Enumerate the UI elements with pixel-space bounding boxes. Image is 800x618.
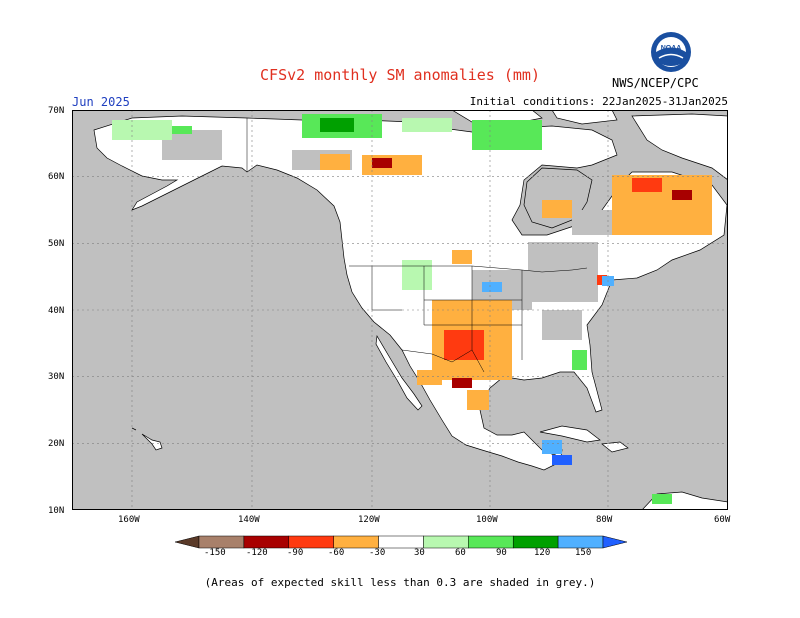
lat-label: 20N [48, 439, 65, 449]
agency-label: NWS/NCEP/CPC [612, 76, 699, 90]
colorbar-label: -60 [328, 548, 345, 558]
initial-conditions: Initial conditions: 22Jan2025-31Jan2025 [469, 95, 728, 108]
colorbar-cells [175, 535, 627, 549]
colorbar-label: 60 [455, 548, 466, 558]
lat-label: 50N [48, 239, 65, 249]
colorbar-label: -150 [204, 548, 226, 558]
forecast-month: Jun 2025 [72, 95, 130, 109]
lat-label: 30N [48, 372, 65, 382]
colorbar-cell [512, 535, 559, 549]
colorbar-cell [333, 535, 379, 549]
lon-label: 160W [118, 515, 140, 525]
hawaii-islands [131, 427, 163, 451]
baja-california [375, 334, 423, 411]
map-title: CFSv2 monthly SM anomalies (mm) [260, 66, 540, 84]
greenland-land [631, 113, 728, 181]
colorbar-arrow-high [602, 535, 627, 549]
colorbar-label: 150 [575, 548, 592, 558]
hispaniola-island [601, 441, 629, 453]
colorbar-cell [198, 535, 245, 549]
lon-label: 120W [358, 515, 380, 525]
logo-text: NOAA [661, 45, 682, 52]
colorbar-label: -90 [287, 548, 304, 558]
colorbar-label: 30 [414, 548, 425, 558]
lat-label: 10N [48, 506, 65, 516]
colorbar-label: -30 [369, 548, 386, 558]
anomaly-map [72, 110, 728, 510]
lat-label: 60N [48, 172, 65, 182]
colorbar-cell [468, 535, 514, 549]
colorbar-cell [557, 535, 604, 549]
colorbar-cell [423, 535, 469, 549]
colorbar-label: 120 [534, 548, 551, 558]
lat-label: 70N [48, 106, 65, 116]
colorbar-cell [378, 535, 424, 549]
map-frame [72, 110, 728, 510]
colorbar-label: 90 [496, 548, 507, 558]
skill-footnote: (Areas of expected skill less than 0.3 a… [204, 576, 596, 589]
graticule [72, 110, 728, 510]
colorbar [175, 535, 627, 549]
colorbar-cell [288, 535, 334, 549]
colorbar-cell [243, 535, 290, 549]
colorbar-label: -120 [246, 548, 268, 558]
lon-label: 140W [238, 515, 260, 525]
lon-label: 80W [596, 515, 613, 525]
colorbar-arrow-low [175, 535, 200, 549]
noaa-logo: NOAA [651, 32, 691, 72]
lon-label: 100W [476, 515, 498, 525]
lat-label: 40N [48, 306, 65, 316]
lon-label: 60W [714, 515, 731, 525]
cuba-island [539, 425, 601, 443]
